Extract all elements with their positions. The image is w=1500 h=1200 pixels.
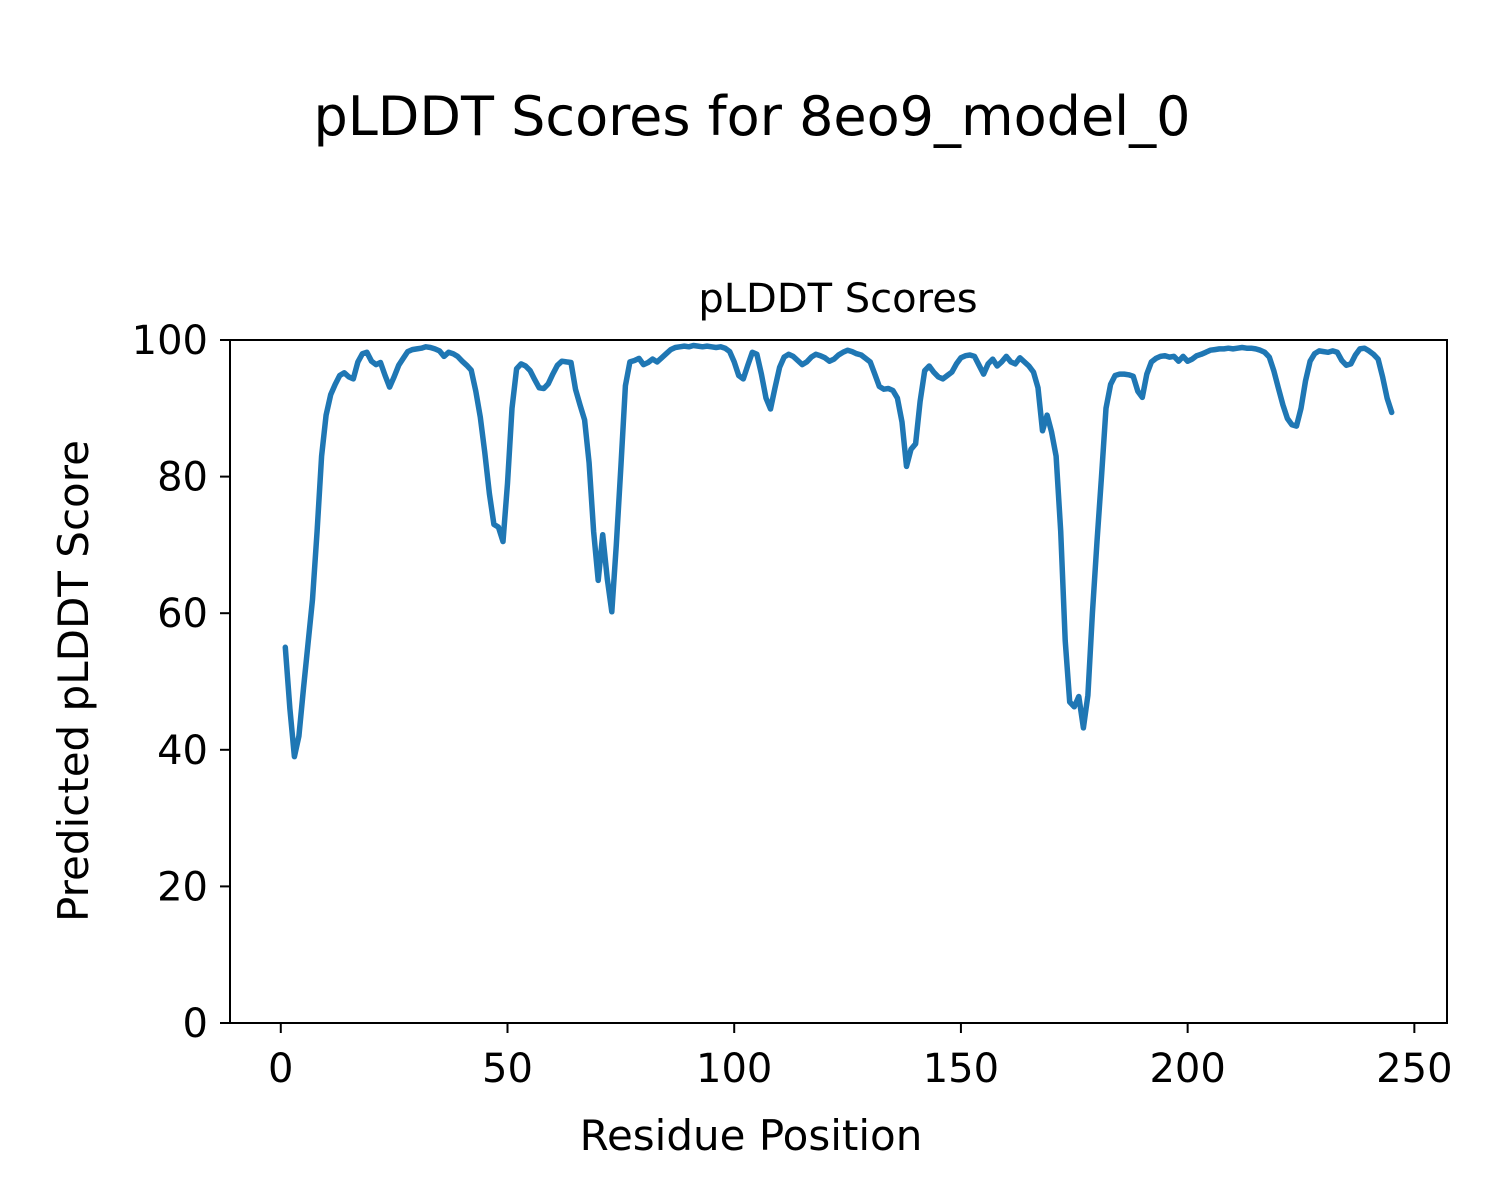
svg-text:50: 50: [482, 1046, 533, 1092]
y-axis-label: Predicted pLDDT Score: [49, 440, 98, 922]
svg-text:100: 100: [696, 1046, 772, 1092]
svg-text:0: 0: [268, 1046, 293, 1092]
svg-text:40: 40: [157, 728, 208, 774]
figure-title: pLDDT Scores for 8eo9_model_0: [313, 85, 1190, 148]
svg-text:200: 200: [1149, 1046, 1225, 1092]
svg-text:150: 150: [923, 1046, 999, 1092]
svg-text:0: 0: [183, 1001, 208, 1047]
svg-text:80: 80: [157, 455, 208, 501]
svg-text:60: 60: [157, 591, 208, 637]
svg-text:250: 250: [1376, 1046, 1452, 1092]
axes-title: pLDDT Scores: [698, 276, 977, 322]
y-axis-ticks: 0 20 40 60 80 100: [132, 318, 229, 1047]
x-axis-ticks: 0 50 100 150 200 250: [268, 1024, 1453, 1092]
svg-text:100: 100: [132, 318, 208, 364]
plddt-series-line: [282, 342, 1395, 760]
x-axis-label: Residue Position: [580, 1111, 923, 1160]
plot-area: [229, 339, 1448, 1024]
svg-text:20: 20: [157, 864, 208, 910]
